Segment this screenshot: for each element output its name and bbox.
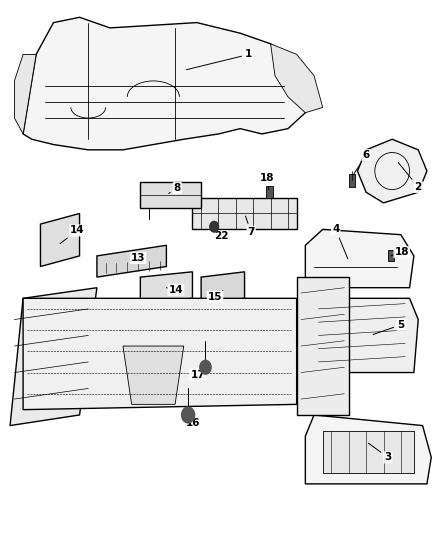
Polygon shape xyxy=(305,298,418,373)
Text: 7: 7 xyxy=(246,216,255,237)
Polygon shape xyxy=(297,277,349,415)
Polygon shape xyxy=(41,214,80,266)
Text: 17: 17 xyxy=(191,367,205,379)
Text: 5: 5 xyxy=(373,320,405,335)
Circle shape xyxy=(200,360,211,374)
Bar xyxy=(388,249,394,261)
Text: 16: 16 xyxy=(186,415,201,428)
Polygon shape xyxy=(10,288,97,425)
Polygon shape xyxy=(323,431,414,473)
Text: 18: 18 xyxy=(260,173,274,190)
Text: 2: 2 xyxy=(398,163,422,192)
Bar xyxy=(349,174,355,187)
Polygon shape xyxy=(14,54,36,134)
Circle shape xyxy=(210,221,218,232)
Text: 15: 15 xyxy=(208,290,223,302)
Bar xyxy=(266,186,273,198)
Text: 1: 1 xyxy=(187,50,253,70)
Polygon shape xyxy=(271,44,323,113)
Polygon shape xyxy=(201,272,245,304)
Circle shape xyxy=(182,407,194,423)
Text: 14: 14 xyxy=(60,225,85,244)
Polygon shape xyxy=(192,198,297,229)
Polygon shape xyxy=(123,346,184,405)
Polygon shape xyxy=(305,229,414,288)
Polygon shape xyxy=(23,298,297,410)
Text: 8: 8 xyxy=(169,183,181,193)
Polygon shape xyxy=(305,415,431,484)
Polygon shape xyxy=(140,272,192,304)
Text: 22: 22 xyxy=(214,228,229,241)
Polygon shape xyxy=(357,139,427,203)
Text: 4: 4 xyxy=(332,224,348,259)
Text: 6: 6 xyxy=(354,150,370,174)
Text: 14: 14 xyxy=(166,285,183,295)
Text: 18: 18 xyxy=(391,247,409,257)
Text: 3: 3 xyxy=(368,443,392,463)
Polygon shape xyxy=(140,182,201,208)
Polygon shape xyxy=(97,245,166,277)
Text: 13: 13 xyxy=(131,253,146,263)
Polygon shape xyxy=(23,17,314,150)
